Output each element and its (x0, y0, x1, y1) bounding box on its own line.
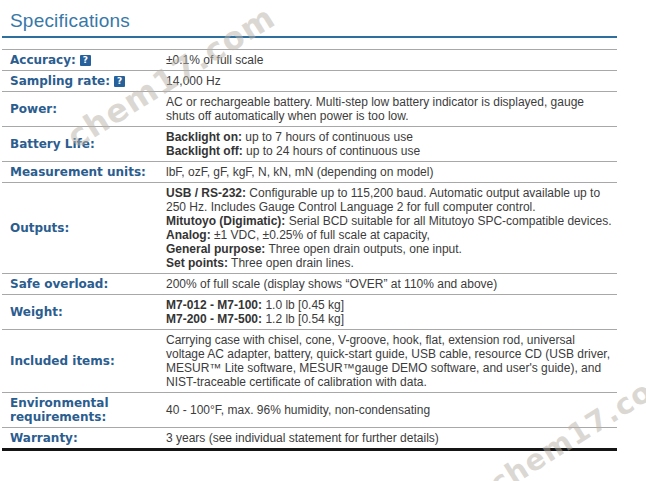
row-value-line: 40 - 100°F, max. 96% humidity, non-conde… (166, 403, 613, 417)
row-value: ±0.1% of full scale (166, 53, 617, 67)
row-label: Included items: (2, 333, 166, 389)
table-row: Measurement units: lbF, ozF, gF, kgF, N, … (2, 161, 617, 182)
row-value-line: M7-200 - M7-500: 1.2 lb [0.54 kg] (166, 312, 613, 326)
help-icon[interactable]: ? (80, 55, 91, 66)
table-row: Accuracy:?±0.1% of full scale (2, 49, 617, 70)
page-title: Specifications (10, 10, 130, 31)
row-value: 200% of full scale (display shows “OVER”… (166, 277, 617, 291)
specifications-page: chem17.com chem17.com Specifications Acc… (0, 0, 646, 481)
row-value: M7-012 - M7-100: 1.0 lb [0.45 kg]M7-200 … (166, 298, 617, 326)
section-header: Specifications (2, 10, 617, 38)
table-row: Battery Life: Backlight on: up to 7 hours… (2, 126, 617, 161)
row-label-text: Included items: (10, 354, 115, 368)
row-value: Backlight on: up to 7 hours of continuou… (166, 130, 617, 158)
row-label: Accuracy:? (2, 53, 166, 67)
row-value-line: AC or rechargeable battery. Multi-step l… (166, 95, 613, 123)
table-row: Sampling rate:?14,000 Hz (2, 70, 617, 91)
row-label-text: Weight: (10, 305, 63, 319)
row-label: Safe overload: (2, 277, 166, 291)
row-value-line: Backlight on: up to 7 hours of continuou… (166, 130, 613, 144)
row-label-text: Environmental requirements: (10, 396, 160, 424)
row-value-line: ±0.1% of full scale (166, 53, 613, 67)
table-row: Warranty: 3 years (see individual stateme… (2, 427, 617, 448)
row-value: 3 years (see individual statement for fu… (166, 431, 617, 445)
row-value: 40 - 100°F, max. 96% humidity, non-conde… (166, 396, 617, 424)
row-label: Environmental requirements: (2, 396, 166, 424)
row-value-line: 200% of full scale (display shows “OVER”… (166, 277, 613, 291)
table-row: Included items: Carrying case with chisel… (2, 329, 617, 392)
row-value: lbF, ozF, gF, kgF, N, kN, mN (depending … (166, 165, 617, 179)
table-row: Power: AC or rechargeable battery. Multi-… (2, 91, 617, 126)
row-value-line: Carrying case with chisel, cone, V-groov… (166, 333, 613, 389)
row-value-line: Backlight off: up to 24 hours of continu… (166, 144, 613, 158)
row-value-line: lbF, ozF, gF, kgF, N, kN, mN (depending … (166, 165, 613, 179)
row-label: Battery Life: (2, 130, 166, 158)
table-row: Safe overload: 200% of full scale (displa… (2, 273, 617, 294)
row-label: Power: (2, 95, 166, 123)
row-label: Warranty: (2, 431, 166, 445)
row-value: USB / RS-232: Configurable up to 115,200… (166, 186, 617, 270)
row-value: 14,000 Hz (166, 74, 617, 88)
row-value-line: 3 years (see individual statement for fu… (166, 431, 613, 445)
row-value-line: USB / RS-232: Configurable up to 115,200… (166, 186, 613, 214)
row-value-line: Set points: Three open drain lines. (166, 256, 613, 270)
row-label-text: Safe overload: (10, 277, 108, 291)
row-value-line: Analog: ±1 VDC, ±0.25% of full scale at … (166, 228, 613, 242)
row-value: Carrying case with chisel, cone, V-groov… (166, 333, 617, 389)
row-value-line: 14,000 Hz (166, 74, 613, 88)
row-label-text: Warranty: (10, 431, 78, 445)
row-label: Measurement units: (2, 165, 166, 179)
row-value-line: General purpose: Three open drain output… (166, 242, 613, 256)
row-value: AC or rechargeable battery. Multi-step l… (166, 95, 617, 123)
row-label: Weight: (2, 298, 166, 326)
help-icon[interactable]: ? (114, 76, 125, 87)
spec-table: Accuracy:?±0.1% of full scaleSampling ra… (2, 49, 617, 451)
row-label-text: Accuracy: (10, 53, 76, 67)
row-label: Sampling rate:? (2, 74, 166, 88)
row-value-line: M7-012 - M7-100: 1.0 lb [0.45 kg] (166, 298, 613, 312)
row-label-text: Outputs: (10, 221, 69, 235)
row-label: Outputs: (2, 186, 166, 270)
row-label-text: Power: (10, 102, 57, 116)
row-value-line: Mitutoyo (Digimatic): Serial BCD suitabl… (166, 214, 613, 228)
row-label-text: Battery Life: (10, 137, 95, 151)
table-row: Environmental requirements: 40 - 100°F, m… (2, 392, 617, 427)
table-row: Weight: M7-012 - M7-100: 1.0 lb [0.45 kg]… (2, 294, 617, 329)
table-row: Outputs: USB / RS-232: Configurable up to… (2, 182, 617, 273)
row-label-text: Measurement units: (10, 165, 146, 179)
row-label-text: Sampling rate: (10, 74, 110, 88)
